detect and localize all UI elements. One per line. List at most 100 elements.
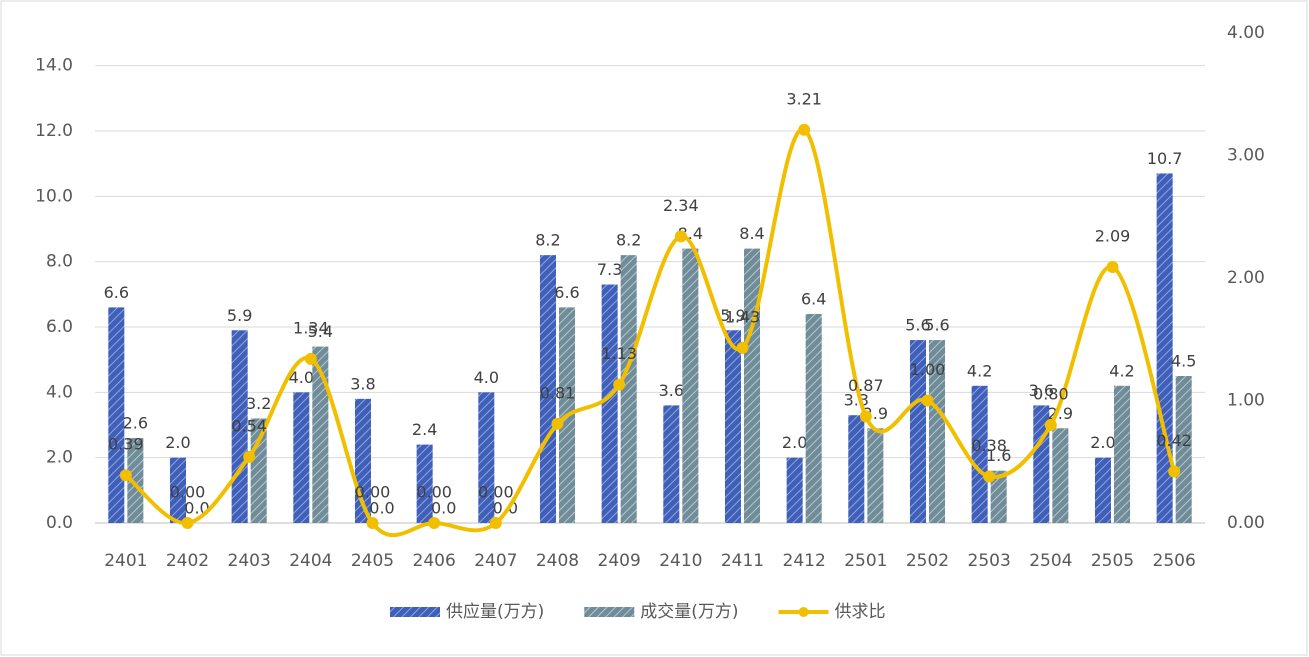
bar-label: 0.0 <box>431 499 456 518</box>
x-tick-label: 2505 <box>1091 551 1134 571</box>
bar <box>867 428 884 523</box>
y2-tick-label: 1.00 <box>1227 391 1265 411</box>
bar-label: 5.9 <box>227 306 252 325</box>
bar-label: 2.0 <box>165 433 190 452</box>
bar <box>724 330 741 523</box>
y-tick-label: 6.0 <box>46 317 73 337</box>
x-tick-label: 2410 <box>659 551 702 571</box>
x-tick-label: 2501 <box>844 551 887 571</box>
x-tick-label: 2503 <box>968 551 1011 571</box>
line-label: 2.09 <box>1095 226 1131 245</box>
bar-label: 4.0 <box>474 368 499 387</box>
ratio-point <box>428 517 441 529</box>
line-label: 3.21 <box>786 89 822 108</box>
bar-label: 2.0 <box>782 433 807 452</box>
ratio-point <box>1106 260 1119 273</box>
ratio-point <box>181 517 194 529</box>
line-label: 0.00 <box>170 483 206 502</box>
bar-label: 6.6 <box>554 283 579 302</box>
y-tick-label: 14.0 <box>35 56 73 76</box>
bar <box>929 340 946 523</box>
ratio-point <box>551 417 564 430</box>
ratio-line <box>124 127 1177 538</box>
ratio-point <box>304 352 317 365</box>
line-label: 0.00 <box>478 483 514 502</box>
bar-label: 5.9 <box>720 306 745 325</box>
x-tick-label: 2411 <box>721 551 764 571</box>
ratio-point <box>1168 465 1181 478</box>
y-tick-label: 10.0 <box>35 186 73 206</box>
x-tick-label: 2504 <box>1029 551 1072 571</box>
bar-label: 4.2 <box>1109 361 1134 380</box>
ratio-point <box>674 230 687 243</box>
line-label: 0.54 <box>231 416 267 435</box>
bar <box>108 307 125 523</box>
bar-label: 4.0 <box>289 368 314 387</box>
x-tick-label: 2502 <box>906 551 949 571</box>
line-label: 0.80 <box>1033 385 1069 404</box>
x-tick-label: 2404 <box>289 551 332 571</box>
bar-label: 2.4 <box>412 420 437 439</box>
legend-label: 供应量(万方) <box>446 602 544 622</box>
legend-swatch <box>390 607 440 617</box>
bar-label: 10.7 <box>1147 149 1183 168</box>
bar-label: 1.6 <box>986 446 1011 465</box>
bar <box>1156 173 1173 523</box>
y2-tick-label: 2.00 <box>1227 268 1265 288</box>
line-label: 0.42 <box>1156 431 1192 450</box>
bar-label: 4.2 <box>967 361 992 380</box>
line-label: 1.34 <box>293 318 329 337</box>
ratio-point <box>983 470 996 483</box>
bar-label: 3.8 <box>350 374 375 393</box>
bar-label: 0.0 <box>369 499 394 518</box>
y-tick-label: 8.0 <box>46 252 73 272</box>
bar-label: 3.2 <box>246 394 271 413</box>
line-label: 0.87 <box>848 376 884 395</box>
line-label: 0.00 <box>416 483 452 502</box>
bar <box>663 405 680 523</box>
bar <box>990 470 1007 523</box>
line-label: 0.38 <box>971 436 1007 455</box>
bar <box>909 340 926 523</box>
x-tick-label: 2401 <box>104 551 147 571</box>
x-tick-label: 2408 <box>536 551 579 571</box>
line-label: 0.00 <box>355 483 391 502</box>
y-tick-label: 12.0 <box>35 121 73 141</box>
y2-tick-label: 4.00 <box>1227 23 1265 43</box>
bar <box>848 415 865 523</box>
bar <box>682 248 699 523</box>
ratio-point <box>243 450 256 463</box>
bar-label: 5.6 <box>924 316 949 335</box>
bar <box>416 444 433 523</box>
ratio-point <box>489 517 502 529</box>
y2-tick-label: 3.00 <box>1227 146 1265 166</box>
line-label: 0.81 <box>540 383 576 402</box>
bar <box>539 255 556 523</box>
bar <box>127 438 144 523</box>
y-tick-label: 0.0 <box>46 513 73 533</box>
x-tick-label: 2402 <box>166 551 209 571</box>
legend-label: 成交量(万方) <box>640 602 738 622</box>
ratio-point <box>859 410 872 423</box>
bar <box>293 392 310 523</box>
legend-label: 供求比 <box>835 602 886 622</box>
bar-label: 6.6 <box>104 283 129 302</box>
ratio-point <box>736 341 749 354</box>
bar-label: 8.4 <box>739 224 764 243</box>
bar <box>478 392 495 523</box>
bar <box>312 346 329 523</box>
bar <box>744 248 761 523</box>
x-tick-label: 2409 <box>598 551 641 571</box>
bar <box>786 457 803 523</box>
ratio-point <box>119 469 132 482</box>
bar <box>620 255 637 523</box>
line-label: 1.13 <box>601 344 637 363</box>
ratio-point <box>798 123 811 136</box>
x-tick-label: 2506 <box>1153 551 1196 571</box>
line-label: 2.34 <box>663 196 699 215</box>
legend-swatch <box>584 607 635 617</box>
bar-label: 4.5 <box>1171 352 1196 371</box>
bar <box>1114 385 1131 523</box>
x-tick-label: 2412 <box>783 551 826 571</box>
